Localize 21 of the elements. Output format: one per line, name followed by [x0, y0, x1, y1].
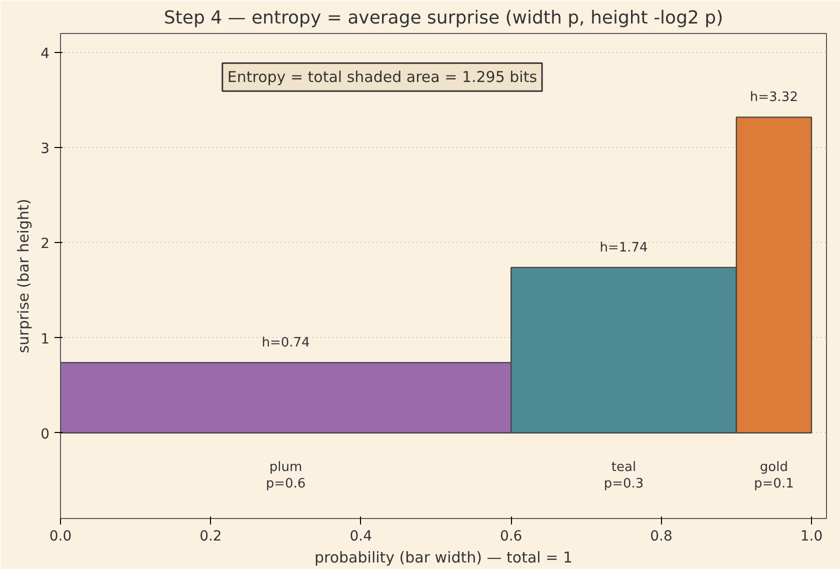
chart-title: Step 4 — entropy = average surprise (width p, height -log2 p): [164, 8, 724, 28]
y-tick-label: 1: [40, 331, 50, 348]
y-tick-label: 3: [40, 141, 50, 158]
data-label: h=1.74: [600, 240, 648, 256]
x-tick-label: 0.4: [350, 528, 372, 544]
y-axis-title: surprise (bar height): [14, 198, 33, 354]
y-tick-label: 2: [40, 236, 50, 252]
annotation: teal p=0.3: [604, 460, 644, 492]
x-tick-label: 1.0: [800, 528, 823, 544]
x-axis-title: probability (bar width) — total = 1: [314, 548, 572, 566]
y-tick-label: 0: [40, 426, 50, 442]
x-tick-label: 0.0: [49, 528, 72, 544]
annotation: Entropy = total shaded area = 1.295 bits: [227, 68, 538, 86]
data-label: h=0.74: [262, 335, 310, 350]
data-label: h=3.32: [750, 90, 798, 106]
annotation: plum p=0.6: [266, 460, 306, 492]
annotation: gold p=0.1: [754, 460, 794, 492]
x-tick-label: 0.2: [200, 528, 222, 544]
x-tick-label: 0.6: [500, 528, 522, 544]
x-tick-label: 0.8: [650, 528, 672, 544]
y-tick-label: 4: [40, 46, 50, 62]
